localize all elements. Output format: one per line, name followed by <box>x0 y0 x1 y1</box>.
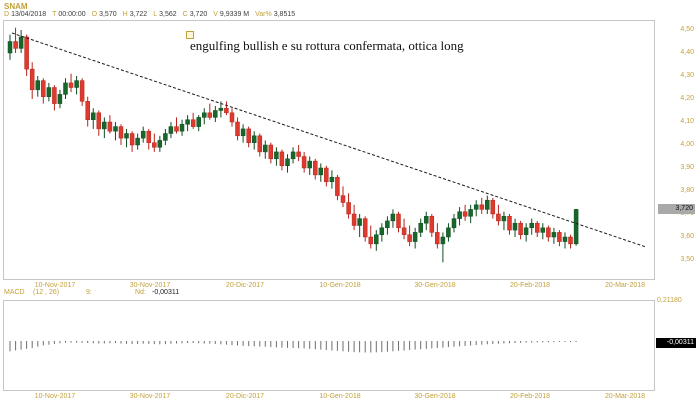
price-tick-label: 4,30 <box>680 72 694 79</box>
date-tick-label: 10-Nov-2017 <box>34 282 76 289</box>
price-tick-label: 3,80 <box>680 187 694 194</box>
date-tick-label: 30-Gen-2018 <box>414 393 456 400</box>
date-tick-label: 10-Gen-2018 <box>319 282 361 289</box>
field-value: 3,720 <box>189 11 208 18</box>
field-value: 13/04/2018 <box>11 11 47 18</box>
price-chart-panel[interactable] <box>3 20 655 280</box>
field-value: 00:00:00 <box>58 11 86 18</box>
date-tick-label: 10-Gen-2018 <box>319 393 361 400</box>
date-tick-label: 20-Dic-2017 <box>225 282 265 289</box>
ohlc-info-bar: D 13/04/2018 T 00:00:00 O 3,570 H 3,722 L 3,562 C 3… <box>4 11 301 18</box>
field-label: T <box>52 11 57 18</box>
date-tick-label: 10-Nov-2017 <box>34 393 76 400</box>
price-tick-label: 4,40 <box>680 49 694 56</box>
field-label: Var% <box>255 11 272 18</box>
annotation-text: engulfing bullish e su rottura confermat… <box>190 38 464 53</box>
date-tick-label: 20-Mar-2018 <box>604 393 646 400</box>
macd-indicator-panel[interactable] <box>3 300 655 391</box>
price-tick-label: 3,90 <box>680 164 694 171</box>
macd-value-label: Nd: <box>135 289 146 296</box>
field-value: 3,722 <box>129 11 148 18</box>
price-tick-label: 4,20 <box>680 95 694 102</box>
field-label: O <box>91 11 98 18</box>
date-tick-label: 30-Nov-2017 <box>129 393 171 400</box>
price-tick-label: 4,10 <box>680 118 694 125</box>
macd-scale-top-label: 0,21180 <box>657 297 682 304</box>
field-label: H <box>122 11 128 18</box>
date-tick-label: 30-Gen-2018 <box>414 282 456 289</box>
date-tick-label: 20-Feb-2018 <box>509 393 551 400</box>
field-label: V <box>213 11 218 18</box>
field-value: 3,8515 <box>273 11 296 18</box>
last-price-badge: 3,720 <box>658 204 695 215</box>
price-tick-label: 3,50 <box>680 256 694 263</box>
date-tick-label: 20-Feb-2018 <box>509 282 551 289</box>
field-value: 3,570 <box>99 11 117 18</box>
price-tick-label: 3,60 <box>680 233 694 240</box>
price-tick-label: 4,50 <box>680 26 694 33</box>
field-value: 9,9339 M <box>219 11 250 18</box>
field-label: L <box>153 11 158 18</box>
macd-value-badge: -0,00311 <box>656 338 696 348</box>
field-label: D <box>4 11 10 18</box>
field-value: 3,562 <box>159 11 177 18</box>
date-tick-label: 30-Nov-2017 <box>129 282 171 289</box>
macd-params: (12 , 26) <box>33 289 60 296</box>
macd-value: -0,00311 <box>152 289 180 296</box>
macd-signal-label: 9: <box>86 289 92 296</box>
date-tick-label: 20-Mar-2018 <box>604 282 646 289</box>
date-tick-label: 20-Dic-2017 <box>225 393 265 400</box>
price-tick-label: 4,00 <box>680 141 694 148</box>
macd-label[interactable]: MACD <box>4 289 25 296</box>
field-label: C <box>182 11 188 18</box>
symbol-name: SNAM <box>4 2 28 11</box>
